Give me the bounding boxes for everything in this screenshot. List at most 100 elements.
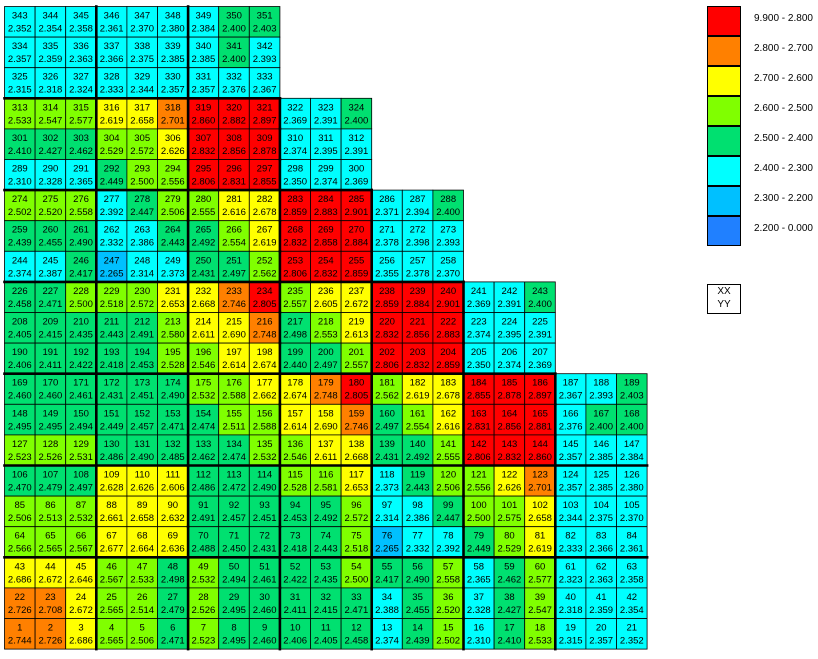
cell-value: 2.357 <box>192 85 216 96</box>
cell-value: 2.491 <box>130 330 154 341</box>
cell-value: 2.315 <box>559 636 583 647</box>
cell-value: 2.490 <box>161 391 185 402</box>
cell-id: 251 <box>226 255 242 266</box>
cell-id: 319 <box>195 102 211 113</box>
cell-id: 301 <box>12 133 28 144</box>
cell-value: 2.495 <box>222 636 246 647</box>
cell-fill <box>279 403 311 436</box>
cell-value: 2.577 <box>69 115 93 126</box>
heatmap-cell: 214 2.611 <box>187 312 220 344</box>
heatmap-cell: 294 2.556 <box>157 159 189 191</box>
heatmap-cell: 261 2.490 <box>65 220 97 252</box>
cell-id: 340 <box>195 41 211 52</box>
cell-id: 139 <box>379 439 395 450</box>
cell-id: 36 <box>443 592 454 603</box>
cell-id: 4 <box>109 623 114 634</box>
cell-id: 110 <box>135 470 150 481</box>
cell-value: 2.427 <box>498 605 522 616</box>
cell-value: 2.471 <box>345 605 369 616</box>
cell-id: 89 <box>137 500 148 511</box>
heatmap-cell: 115 2.528 <box>279 465 311 497</box>
cell-value: 2.439 <box>406 636 430 647</box>
heatmap-cell: 117 2.653 <box>340 465 373 497</box>
heatmap-cell: 301 2.410 <box>4 128 36 160</box>
cell-value: 2.897 <box>253 115 277 126</box>
cell-id: 346 <box>104 11 120 22</box>
heatmap-cell: 274 2.502 <box>4 189 36 222</box>
cell-id: 136 <box>287 439 303 450</box>
cell-id: 345 <box>73 11 89 22</box>
cell-fill <box>126 159 158 191</box>
cell-id: 308 <box>226 133 242 144</box>
cell-fill <box>279 128 311 160</box>
cell-value: 2.613 <box>345 330 369 341</box>
heatmap-cell: 262 2.332 <box>95 220 128 252</box>
cell-fill <box>248 465 281 497</box>
cell-id: 234 <box>257 286 273 297</box>
cell-value: 2.626 <box>130 483 154 494</box>
cell-value: 2.373 <box>161 268 185 279</box>
cell-value: 2.497 <box>314 360 338 371</box>
cell-id: 238 <box>379 286 395 297</box>
cell-id: 37 <box>474 592 485 603</box>
cell-id: 87 <box>76 500 87 511</box>
heatmap-cell: 74 2.443 <box>310 526 342 558</box>
cell-value: 2.387 <box>39 268 63 279</box>
heatmap-cell: 133 2.462 <box>187 434 220 466</box>
cell-id: 293 <box>134 164 150 175</box>
cell-fill <box>157 220 189 252</box>
cell-value: 2.369 <box>345 177 369 188</box>
cell-value: 2.492 <box>192 238 216 249</box>
cell-value: 2.616 <box>436 421 460 432</box>
cell-id: 285 <box>348 194 364 205</box>
cell-value: 2.453 <box>283 513 307 524</box>
heatmap-cell: 264 2.443 <box>157 220 189 252</box>
cell-value: 2.391 <box>498 299 522 310</box>
heatmap-cell: 234 2.805 <box>248 281 281 313</box>
cell-value: 2.532 <box>192 391 216 402</box>
heatmap-cell: 141 2.555 <box>432 434 464 466</box>
cell-id: 288 <box>440 194 456 205</box>
cell-id: 80 <box>504 531 515 542</box>
cell-id: 264 <box>165 225 181 236</box>
heatmap-cell: 205 2.350 <box>463 342 495 375</box>
cell-fill <box>371 618 403 650</box>
cell-value: 2.371 <box>375 207 399 218</box>
cell-value: 2.350 <box>467 360 491 371</box>
heatmap-cell: 259 2.439 <box>4 220 36 252</box>
cell-id: 105 <box>624 500 640 511</box>
cell-id: 186 <box>532 378 548 389</box>
heatmap-cell: 221 2.856 <box>401 312 434 344</box>
cell-id: 171 <box>73 378 89 389</box>
heatmap-cell: 172 2.431 <box>95 373 128 405</box>
cell-value: 2.502 <box>436 636 460 647</box>
cell-id: 220 <box>379 317 395 328</box>
cell-fill <box>157 434 189 466</box>
cell-fill <box>218 6 250 38</box>
cell-id: 134 <box>226 439 242 450</box>
cell-value: 2.557 <box>283 299 307 310</box>
cell-id: 66 <box>76 531 87 542</box>
cell-fill <box>218 36 250 69</box>
heatmap-cell: 92 2.457 <box>218 495 250 528</box>
cell-value: 2.532 <box>253 452 277 463</box>
cell-id: 350 <box>226 11 242 22</box>
cell-value: 2.744 <box>8 636 32 647</box>
heatmap-cell: 136 2.546 <box>279 434 311 466</box>
cell-id: 179 <box>318 378 334 389</box>
cell-id: 25 <box>106 592 117 603</box>
cell-id: 311 <box>318 133 333 144</box>
heatmap-cell: 53 2.435 <box>310 556 342 589</box>
heatmap-cell: 182 2.619 <box>401 373 434 405</box>
cell-id: 205 <box>471 347 487 358</box>
heatmap-cell: 120 2.506 <box>432 465 464 497</box>
cell-id: 58 <box>474 561 485 572</box>
cell-id: 284 <box>318 194 334 205</box>
heatmap-cell: 228 2.500 <box>65 281 97 313</box>
cell-id: 73 <box>290 531 301 542</box>
heatmap-cell: 282 2.678 <box>248 189 281 222</box>
cell-value: 2.361 <box>620 544 644 555</box>
cell-id: 11 <box>321 623 331 634</box>
cell-value: 2.556 <box>467 483 491 494</box>
heatmap-cell: 246 2.417 <box>65 250 97 283</box>
